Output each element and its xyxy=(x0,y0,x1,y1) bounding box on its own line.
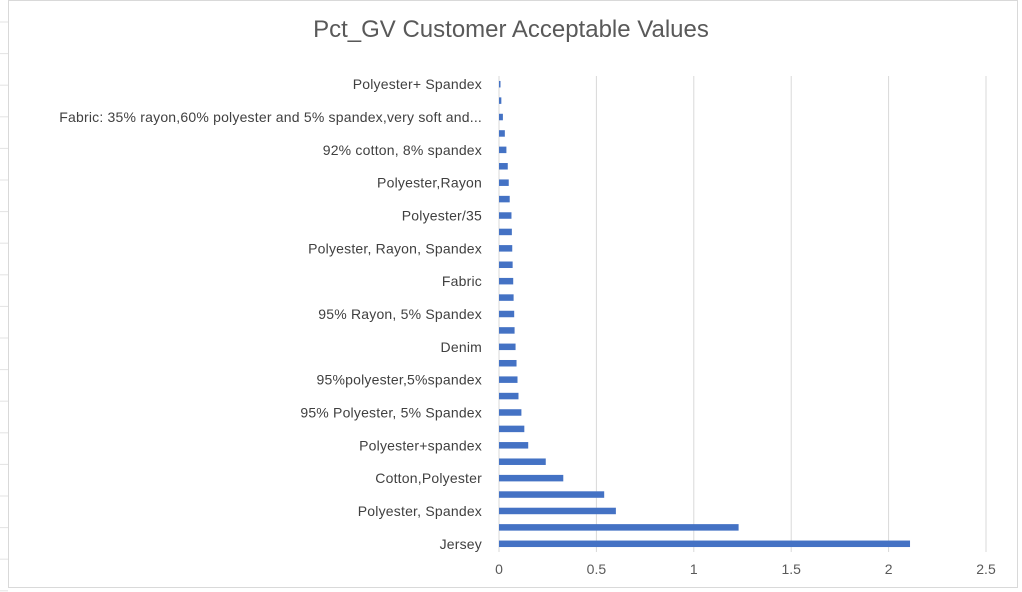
bar xyxy=(499,392,519,400)
category-label: Polyester/35 xyxy=(402,208,482,224)
bar xyxy=(499,146,507,154)
bar xyxy=(499,343,516,351)
bar xyxy=(499,376,518,383)
x-tick-label: 2 xyxy=(885,561,893,577)
bar xyxy=(499,195,510,203)
category-label: Fabric: 35% rayon,60% polyester and 5% s… xyxy=(59,109,482,125)
category-label: 92% cotton, 8% spandex xyxy=(323,142,482,158)
x-tick-label: 1 xyxy=(690,561,698,577)
bar xyxy=(499,474,564,482)
bar xyxy=(499,409,522,416)
category-label: 95% Rayon, 5% Spandex xyxy=(318,306,482,322)
bar xyxy=(499,359,517,367)
chart-area[interactable] xyxy=(8,0,1018,588)
bar xyxy=(499,491,605,498)
x-tick-label: 1.5 xyxy=(781,561,801,577)
bar xyxy=(499,261,513,269)
category-label: Polyester, Rayon, Spandex xyxy=(308,240,482,256)
bar xyxy=(499,458,546,465)
bar xyxy=(499,540,911,548)
category-label: Polyester, Spandex xyxy=(358,503,482,519)
bar xyxy=(499,277,514,285)
bar xyxy=(499,212,512,219)
gridlines xyxy=(498,76,987,552)
x-tick-label: 2.5 xyxy=(976,561,996,577)
bar xyxy=(499,163,508,170)
bar xyxy=(499,327,515,334)
category-label: Cotton,Polyester xyxy=(375,470,482,486)
category-label: Fabric xyxy=(442,273,482,289)
bar xyxy=(499,442,529,449)
x-axis-ticks: 0 0.5 1 1.5 2 2.5 xyxy=(495,561,996,577)
bar xyxy=(499,113,503,121)
bar xyxy=(499,524,739,531)
category-label: Polyester,Rayon xyxy=(377,175,482,191)
bar xyxy=(499,80,501,88)
category-label: Polyester+ Spandex xyxy=(353,76,482,92)
x-tick-label: 0 xyxy=(495,561,503,577)
category-label: 95% Polyester, 5% Spandex xyxy=(300,404,482,420)
bar xyxy=(499,310,515,318)
bar xyxy=(499,425,525,433)
bar xyxy=(499,245,513,252)
y-axis-categories: Jersey Polyester, Spandex Cotton,Polyester… xyxy=(59,76,482,552)
category-label: 95%polyester,5%spandex xyxy=(316,372,482,388)
bar xyxy=(499,294,514,301)
chart-title: Pct_GV Customer Acceptable Values xyxy=(313,16,709,43)
bar xyxy=(499,507,616,515)
category-label: Jersey xyxy=(440,536,482,552)
category-label: Denim xyxy=(441,339,482,355)
bar-series xyxy=(499,80,911,548)
bar xyxy=(499,228,512,236)
x-tick-label: 0.5 xyxy=(587,561,607,577)
category-label: Polyester+spandex xyxy=(359,437,482,453)
bar xyxy=(499,130,505,137)
bar xyxy=(499,179,509,186)
bar xyxy=(499,97,502,104)
